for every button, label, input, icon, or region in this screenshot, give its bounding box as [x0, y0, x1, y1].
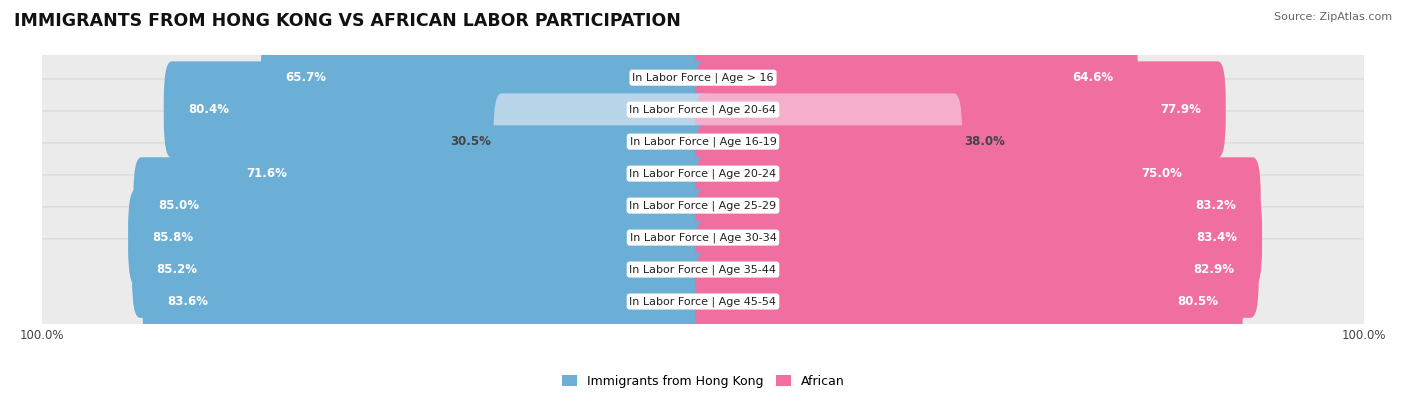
FancyBboxPatch shape — [494, 93, 711, 190]
FancyBboxPatch shape — [32, 143, 1374, 268]
FancyBboxPatch shape — [32, 239, 1374, 364]
Text: In Labor Force | Age 20-64: In Labor Force | Age 20-64 — [630, 104, 776, 115]
Text: 85.0%: 85.0% — [157, 199, 198, 212]
Text: In Labor Force | Age > 16: In Labor Force | Age > 16 — [633, 72, 773, 83]
FancyBboxPatch shape — [142, 253, 711, 350]
Text: In Labor Force | Age 25-29: In Labor Force | Age 25-29 — [630, 200, 776, 211]
FancyBboxPatch shape — [32, 175, 1374, 300]
FancyBboxPatch shape — [32, 207, 1374, 332]
Text: In Labor Force | Age 16-19: In Labor Force | Age 16-19 — [630, 136, 776, 147]
FancyBboxPatch shape — [695, 61, 1226, 158]
Text: 38.0%: 38.0% — [965, 135, 1005, 148]
Text: In Labor Force | Age 20-24: In Labor Force | Age 20-24 — [630, 168, 776, 179]
Text: In Labor Force | Age 45-54: In Labor Force | Age 45-54 — [630, 296, 776, 307]
FancyBboxPatch shape — [32, 47, 1374, 172]
Text: 75.0%: 75.0% — [1142, 167, 1182, 180]
FancyBboxPatch shape — [695, 93, 962, 190]
Text: 82.9%: 82.9% — [1194, 263, 1234, 276]
Text: 64.6%: 64.6% — [1073, 71, 1114, 84]
Text: 80.4%: 80.4% — [188, 103, 229, 116]
FancyBboxPatch shape — [695, 157, 1261, 254]
Text: 71.6%: 71.6% — [246, 167, 287, 180]
FancyBboxPatch shape — [32, 15, 1374, 140]
Text: 85.8%: 85.8% — [152, 231, 194, 244]
Text: Source: ZipAtlas.com: Source: ZipAtlas.com — [1274, 12, 1392, 22]
Text: 83.2%: 83.2% — [1195, 199, 1236, 212]
Text: 80.5%: 80.5% — [1177, 295, 1219, 308]
Text: 65.7%: 65.7% — [285, 71, 326, 84]
FancyBboxPatch shape — [695, 189, 1263, 286]
FancyBboxPatch shape — [695, 125, 1206, 222]
FancyBboxPatch shape — [32, 111, 1374, 236]
Legend: Immigrants from Hong Kong, African: Immigrants from Hong Kong, African — [557, 370, 849, 393]
Text: 85.2%: 85.2% — [156, 263, 197, 276]
Text: In Labor Force | Age 30-34: In Labor Force | Age 30-34 — [630, 232, 776, 243]
FancyBboxPatch shape — [32, 79, 1374, 204]
FancyBboxPatch shape — [262, 29, 711, 126]
FancyBboxPatch shape — [222, 125, 711, 222]
FancyBboxPatch shape — [163, 61, 711, 158]
FancyBboxPatch shape — [132, 221, 711, 318]
FancyBboxPatch shape — [128, 189, 711, 286]
FancyBboxPatch shape — [134, 157, 711, 254]
Text: 77.9%: 77.9% — [1160, 103, 1201, 116]
FancyBboxPatch shape — [695, 29, 1137, 126]
FancyBboxPatch shape — [695, 221, 1258, 318]
Text: In Labor Force | Age 35-44: In Labor Force | Age 35-44 — [630, 264, 776, 275]
Text: 83.6%: 83.6% — [167, 295, 208, 308]
FancyBboxPatch shape — [695, 253, 1243, 350]
Text: 83.4%: 83.4% — [1197, 231, 1237, 244]
Text: IMMIGRANTS FROM HONG KONG VS AFRICAN LABOR PARTICIPATION: IMMIGRANTS FROM HONG KONG VS AFRICAN LAB… — [14, 12, 681, 30]
Text: 30.5%: 30.5% — [451, 135, 492, 148]
